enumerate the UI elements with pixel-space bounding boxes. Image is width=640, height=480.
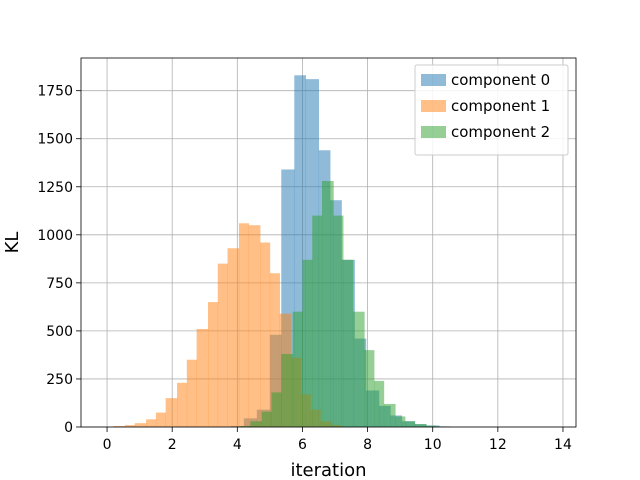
- histogram-bar: [165, 398, 178, 427]
- y-tick-label: 1500: [37, 132, 73, 148]
- histogram-bar: [260, 242, 271, 427]
- histogram-bar: [208, 302, 219, 427]
- histogram-bar: [312, 215, 323, 427]
- legend-swatch: [421, 74, 446, 86]
- histogram-bar: [343, 259, 354, 427]
- y-tick-label: 250: [46, 372, 73, 388]
- histogram-bar: [250, 421, 263, 427]
- series-2-bars: [240, 181, 447, 427]
- legend: component 0 component 1 component 2: [414, 64, 569, 156]
- x-tick-label: 12: [489, 437, 507, 453]
- histogram-bar: [333, 215, 344, 427]
- histogram-bar: [240, 426, 251, 427]
- y-tick-label: 500: [46, 324, 73, 340]
- y-tick-label: 1750: [37, 84, 73, 100]
- histogram-bar: [321, 181, 334, 427]
- x-tick-label: 6: [298, 437, 307, 453]
- series-1-bars: [113, 223, 342, 427]
- histogram-bar: [352, 311, 365, 427]
- y-axis-ticks: 0 250 500 750 1000 1250 1500 1750: [37, 84, 81, 436]
- histogram-bar: [281, 353, 293, 427]
- histogram-bar: [227, 248, 240, 427]
- legend-label: component 0: [451, 71, 550, 89]
- histogram-bar: [186, 359, 197, 427]
- histogram-bar: [146, 419, 157, 427]
- y-tick-label: 0: [64, 420, 73, 436]
- histogram-bar: [217, 263, 228, 427]
- y-axis-label: KL: [2, 232, 23, 254]
- histogram-bar: [405, 421, 416, 427]
- x-tick-label: 2: [168, 437, 177, 453]
- histogram-bar: [261, 411, 272, 427]
- histogram-bar: [124, 425, 136, 427]
- y-tick-label: 1000: [37, 228, 73, 244]
- x-axis-ticks: 0 2 4 6 8 10 12 14: [103, 427, 572, 453]
- histogram-bar: [364, 350, 375, 427]
- y-tick-label: 750: [46, 276, 73, 292]
- histogram-bar: [294, 75, 307, 427]
- histogram-bar: [414, 424, 427, 427]
- histogram-bar: [426, 425, 437, 427]
- histogram-bar: [196, 328, 209, 427]
- y-tick-label: 1250: [37, 180, 73, 196]
- histogram-bar: [134, 423, 147, 427]
- histogram-bar: [269, 273, 280, 427]
- legend-label: component 2: [451, 123, 550, 141]
- histogram-bars: [113, 75, 451, 427]
- x-tick-label: 0: [103, 437, 112, 453]
- x-tick-label: 4: [233, 437, 242, 453]
- histogram-bar: [374, 380, 385, 427]
- x-tick-label: 8: [363, 437, 372, 453]
- histogram-bar: [271, 392, 282, 427]
- legend-swatch: [421, 126, 446, 138]
- histogram-bar: [395, 416, 406, 427]
- x-tick-label: 10: [424, 437, 442, 453]
- legend-label: component 1: [451, 97, 550, 115]
- histogram-bar: [292, 311, 303, 427]
- plot-frame: [80, 57, 577, 428]
- histogram-bar: [155, 412, 166, 427]
- histogram-bar: [177, 382, 188, 427]
- x-tick-label: 14: [554, 437, 572, 453]
- legend-box: [414, 64, 569, 156]
- histogram-bar: [302, 259, 313, 427]
- x-axis-label: iteration: [290, 460, 366, 480]
- histogram-bar: [113, 426, 126, 427]
- histogram-bar: [383, 403, 396, 427]
- legend-swatch: [421, 100, 446, 112]
- histogram-bar: [238, 223, 250, 427]
- histogram-bar: [248, 225, 261, 427]
